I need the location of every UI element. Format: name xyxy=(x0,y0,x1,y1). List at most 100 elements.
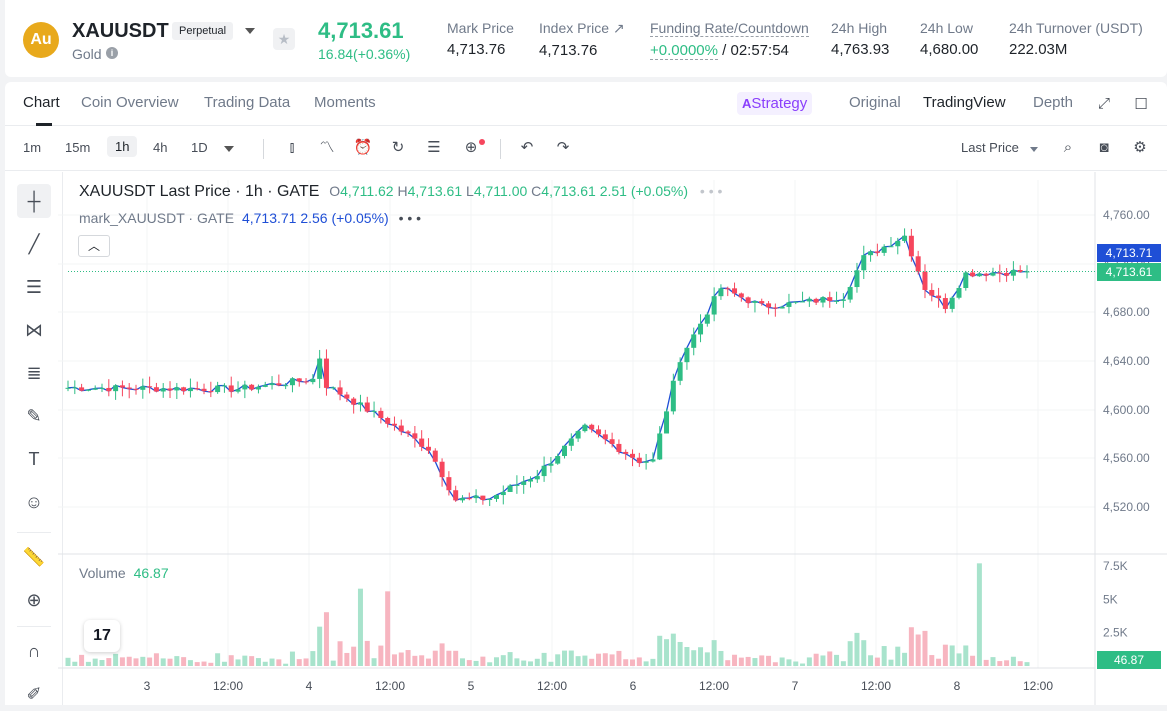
volume-bar xyxy=(79,654,85,666)
timeframe-1h[interactable]: 1h xyxy=(107,136,138,157)
candle xyxy=(976,273,982,277)
candle xyxy=(269,383,275,386)
volume-bar xyxy=(766,655,772,666)
price-source-select[interactable]: Last Price xyxy=(961,140,1019,155)
candle xyxy=(453,490,459,501)
candle xyxy=(487,498,493,501)
alert-icon[interactable]: ⏰ xyxy=(353,139,373,156)
candle xyxy=(874,251,880,253)
favorite-star-icon[interactable]: ★ xyxy=(273,28,295,50)
layout-icon[interactable]: ☰ xyxy=(427,139,441,156)
candle xyxy=(507,485,513,492)
chart-toolbar: 1m 15m 1h 4h 1D ⫾ 〽 ⏰ ↻ ☰ ⊕ ↶ ↷ Last Pri… xyxy=(5,127,1167,171)
pattern-icon[interactable]: ⋈ xyxy=(25,319,43,340)
candle xyxy=(902,235,908,241)
zoom-in-icon[interactable]: ⊕ xyxy=(26,589,42,610)
replay-icon[interactable]: ↻ xyxy=(391,139,405,156)
stat-index-price[interactable]: Index Price ↗ 4,713.76 xyxy=(539,20,625,59)
volume-bar xyxy=(997,661,1003,666)
perpetual-badge: Perpetual xyxy=(172,22,234,40)
search-icon[interactable]: ⌕ xyxy=(1063,139,1073,156)
stat-label: 24h High xyxy=(831,20,888,36)
view-depth[interactable]: Depth xyxy=(1033,94,1074,111)
volume-bar xyxy=(888,659,894,666)
stat-value: 4,713.76 xyxy=(539,42,598,59)
window-icon[interactable]: ☐ xyxy=(1134,96,1148,113)
trend-line-icon[interactable]: ╱ xyxy=(28,233,40,254)
timeframe-1m[interactable]: 1m xyxy=(23,140,42,155)
volume-bar xyxy=(133,658,139,666)
volume-bar xyxy=(242,655,248,666)
volume-bar xyxy=(813,653,819,666)
chevron-down-icon[interactable] xyxy=(245,28,255,34)
redo-icon[interactable]: ↷ xyxy=(556,139,570,156)
candle xyxy=(643,461,649,463)
candle xyxy=(72,387,78,389)
gear-icon[interactable]: ⚙ xyxy=(1133,139,1147,156)
candle-type-icon[interactable]: ⫾ xyxy=(289,139,295,156)
candle xyxy=(310,378,316,383)
fib-icon[interactable]: ≣ xyxy=(26,362,42,383)
volume-bar xyxy=(670,633,676,666)
fullscreen-icon[interactable]: ⤢ xyxy=(1097,95,1110,112)
stat-24h-high: 24h High 4,763.93 xyxy=(831,20,889,58)
volume-bar xyxy=(861,640,867,666)
emoji-icon[interactable]: ☺ xyxy=(24,491,44,512)
volume-bar xyxy=(718,650,724,666)
candle xyxy=(391,423,397,426)
view-tradingview[interactable]: TradingView xyxy=(923,94,1006,111)
brush-icon[interactable]: ✎ xyxy=(26,405,42,426)
camera-icon[interactable]: ◙ xyxy=(1099,139,1109,156)
candle xyxy=(351,398,357,405)
candle xyxy=(330,387,336,389)
candle xyxy=(623,451,629,454)
volume-bar xyxy=(752,658,758,666)
add-icon[interactable]: ⊕ xyxy=(464,139,478,156)
candle xyxy=(527,479,533,482)
volume-bar xyxy=(745,656,751,666)
indicators-icon[interactable]: 〽 xyxy=(319,139,335,156)
candle xyxy=(276,383,282,386)
timeframe-15m[interactable]: 15m xyxy=(65,140,91,155)
tab-moments[interactable]: Moments xyxy=(314,94,376,111)
magnet-icon[interactable]: ∩ xyxy=(27,640,41,661)
symbol-title[interactable]: XAUUSDT xyxy=(72,20,169,42)
volume-bar xyxy=(514,658,520,666)
volume-bar xyxy=(772,662,778,666)
volume-bar xyxy=(895,646,901,666)
candle xyxy=(732,288,738,294)
candle xyxy=(466,498,472,500)
crosshair-icon[interactable]: ┼ xyxy=(17,184,51,218)
timeframe-1d[interactable]: 1D xyxy=(191,140,208,155)
candle xyxy=(847,287,853,300)
volume-bar xyxy=(555,654,561,666)
strategy-button[interactable]: AStrategy xyxy=(737,92,813,115)
stat-24h-low: 24h Low 4,680.00 xyxy=(920,20,978,58)
timeframe-4h[interactable]: 4h xyxy=(153,140,168,155)
info-icon[interactable]: i xyxy=(106,47,118,59)
volume-bar xyxy=(664,639,670,666)
tab-trading-data[interactable]: Trading Data xyxy=(204,94,291,111)
undo-icon[interactable]: ↶ xyxy=(520,139,534,156)
volume-bar xyxy=(249,656,255,666)
divider xyxy=(263,139,264,159)
tab-chart[interactable]: Chart xyxy=(23,94,60,111)
price-change: 16.84(+0.36%) xyxy=(318,46,411,62)
horizontal-lines-icon[interactable]: ☰ xyxy=(25,276,43,297)
price-axis-label: 4,560.00 xyxy=(1103,451,1150,465)
volume-bar xyxy=(1010,656,1016,666)
volume-bar xyxy=(187,660,193,666)
candle xyxy=(779,306,785,309)
text-icon[interactable]: T xyxy=(28,448,40,469)
ruler-icon[interactable]: 📏 xyxy=(22,546,46,567)
volume-bar xyxy=(310,651,316,666)
volume-bar xyxy=(153,653,159,666)
view-original[interactable]: Original xyxy=(849,94,901,111)
chevron-down-icon[interactable] xyxy=(1030,147,1038,152)
chevron-down-icon[interactable] xyxy=(224,146,234,152)
tab-coin-overview[interactable]: Coin Overview xyxy=(81,94,179,111)
pen-icon[interactable]: ✐ xyxy=(26,683,42,704)
chart-panel: Chart Coin Overview Trading Data Moments… xyxy=(5,82,1167,705)
candle xyxy=(677,362,683,381)
